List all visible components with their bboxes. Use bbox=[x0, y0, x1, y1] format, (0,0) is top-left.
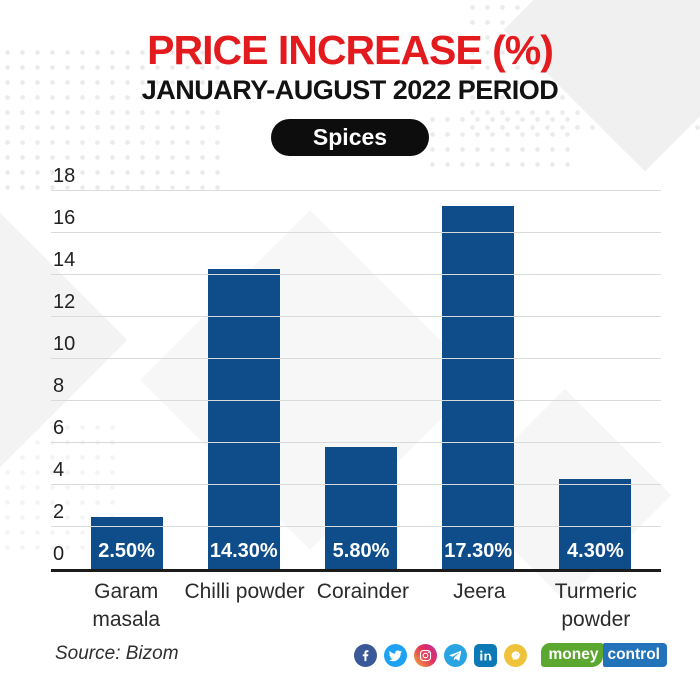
gridline bbox=[51, 526, 661, 527]
gridline bbox=[51, 274, 661, 275]
bar: 17.30% bbox=[442, 205, 515, 569]
bars-container: 2.50% 14.30% 5.80% 17.30% 4.30% bbox=[68, 191, 654, 569]
y-tick-label: 2 bbox=[53, 501, 65, 524]
y-tick-label: 12 bbox=[53, 291, 76, 313]
gridline bbox=[51, 190, 661, 191]
x-category-label: Corainder bbox=[316, 580, 409, 603]
bar-value-label: 5.80% bbox=[332, 540, 390, 562]
twitter-icon[interactable] bbox=[383, 643, 407, 667]
moneycontrol-logo[interactable]: money control bbox=[540, 643, 667, 667]
bar-slot: 5.80% bbox=[302, 191, 419, 569]
instagram-icon[interactable] bbox=[413, 643, 437, 667]
telegram-icon[interactable] bbox=[443, 643, 467, 667]
bar: 2.50% bbox=[90, 516, 163, 569]
bar: 4.30% bbox=[559, 478, 632, 569]
y-tick-label: 6 bbox=[53, 417, 65, 439]
facebook-icon[interactable] bbox=[353, 643, 377, 667]
bar-value-label: 14.30% bbox=[209, 540, 278, 562]
gridline bbox=[51, 358, 661, 359]
linkedin-icon[interactable] bbox=[473, 643, 497, 667]
y-tick-label: 18 bbox=[53, 165, 76, 187]
gridline bbox=[51, 484, 661, 485]
x-axis-line bbox=[51, 569, 661, 572]
bar-chart: 2.50% 14.30% 5.80% 17.30% 4.30% 0 2 4 6 8 10 12 14 1… bbox=[51, 166, 661, 633]
x-category-label: Turmeric powder bbox=[554, 580, 637, 631]
gridline bbox=[51, 442, 661, 443]
bar: 5.80% bbox=[325, 447, 397, 569]
y-tick-label: 16 bbox=[53, 207, 76, 230]
footer-branding: money control bbox=[353, 643, 667, 667]
x-axis-labels: Garam masala Chilli powder Corainder Jeera T… bbox=[68, 578, 654, 633]
page-subtitle: JANUARY-AUGUST 2022 PERIOD bbox=[141, 75, 559, 105]
koo-icon[interactable] bbox=[503, 643, 527, 667]
x-category-label: Garam masala bbox=[92, 580, 161, 631]
y-tick-label: 8 bbox=[53, 375, 65, 398]
header: PRICE INCREASE (%) JANUARY-AUGUST 2022 P… bbox=[0, 0, 700, 156]
gridline bbox=[51, 400, 661, 401]
plot-area: 2.50% 14.30% 5.80% 17.30% 4.30% 0 2 4 6 8 10 12 14 1… bbox=[51, 166, 661, 572]
source-credit: Source: Bizom bbox=[55, 643, 179, 664]
bar-slot: 4.30% bbox=[537, 191, 654, 569]
logo-part-control: control bbox=[603, 643, 667, 667]
bar-slot: 14.30% bbox=[185, 191, 302, 569]
y-tick-label: 10 bbox=[53, 333, 76, 355]
bar-slot: 2.50% bbox=[68, 191, 185, 569]
x-category-label: Jeera bbox=[453, 580, 506, 603]
bar-slot: 17.30% bbox=[420, 191, 537, 569]
gridline bbox=[51, 316, 661, 317]
page-title: PRICE INCREASE (%) bbox=[147, 27, 554, 73]
y-tick-label: 4 bbox=[53, 459, 65, 482]
y-tick-label: 0 bbox=[53, 543, 65, 565]
bar-value-label: 17.30% bbox=[444, 540, 513, 562]
x-category-label: Chilli powder bbox=[184, 580, 305, 603]
gridline bbox=[51, 232, 661, 233]
category-badge: Spices bbox=[270, 119, 430, 156]
social-icons-row bbox=[353, 643, 527, 667]
bar-value-label: 4.30% bbox=[567, 540, 624, 562]
logo-part-money: money bbox=[540, 643, 604, 667]
bar: 14.30% bbox=[207, 268, 280, 569]
bar-value-label: 2.50% bbox=[98, 540, 155, 562]
y-tick-label: 14 bbox=[53, 249, 76, 271]
